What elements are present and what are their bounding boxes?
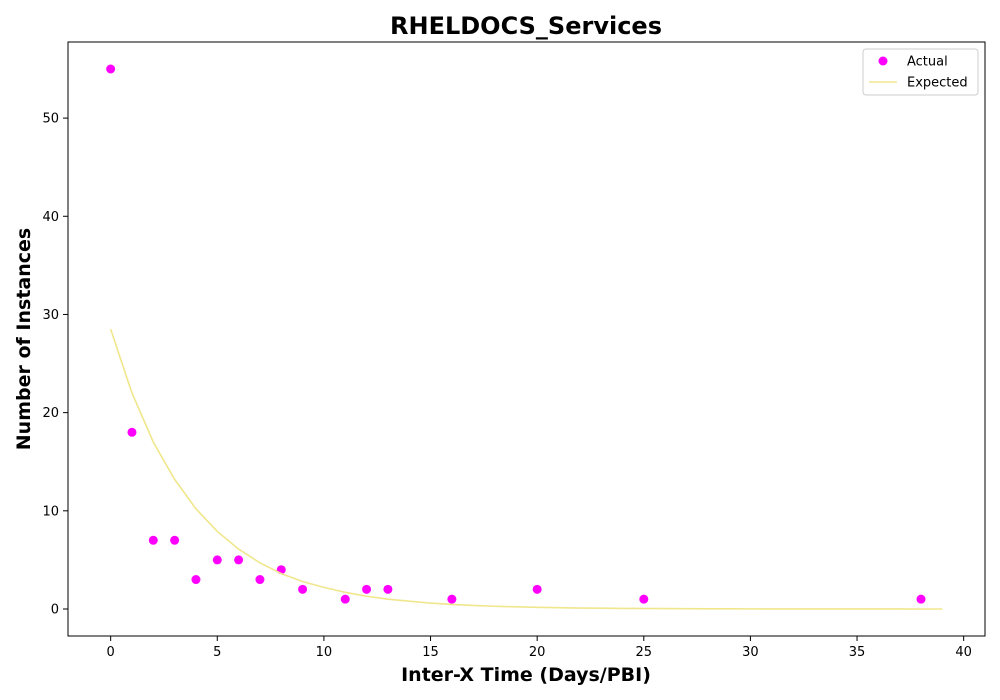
actual-point (170, 535, 180, 545)
actual-point (362, 584, 372, 594)
y-tick-label: 20 (42, 406, 59, 421)
legend: Actual Expected (862, 48, 979, 96)
actual-point (916, 594, 926, 604)
y-tick-label: 50 (42, 112, 59, 127)
y-tick-label: 30 (42, 308, 59, 323)
legend-actual-swatch (878, 56, 888, 66)
legend-box (862, 48, 979, 96)
x-tick-label: 10 (316, 645, 333, 660)
x-tick-label: 30 (742, 645, 759, 660)
x-tick-label: 0 (107, 645, 115, 660)
x-tick-label: 25 (636, 645, 653, 660)
x-tick-label: 15 (422, 645, 439, 660)
actual-point (148, 535, 158, 545)
x-tick-label: 35 (849, 645, 866, 660)
plot-layer: 0 5 10 15 20 25 30 35 40 0 10 20 30 40 50 (42, 41, 986, 660)
chart-title: RHELDOCS_Services (390, 12, 662, 40)
x-tick-label: 5 (213, 645, 221, 660)
actual-point (212, 555, 222, 565)
plot-frame (67, 41, 986, 637)
y-tick-label: 40 (42, 210, 59, 225)
y-axis-label: Number of Instances (13, 228, 35, 450)
actual-point (234, 555, 244, 565)
actual-point (191, 575, 201, 585)
actual-point (255, 575, 265, 585)
x-axis-label: Inter-X Time (Days/PBI) (401, 664, 651, 686)
expected-line (109, 328, 943, 610)
actual-point (298, 584, 308, 594)
actual-point (106, 64, 116, 74)
y-tick-label: 10 (42, 504, 59, 519)
x-tick-label: 40 (955, 645, 972, 660)
actual-point (532, 584, 542, 594)
x-tick-label: 20 (529, 645, 546, 660)
actual-point (447, 594, 457, 604)
y-tick-label: 0 (51, 603, 59, 618)
legend-label: Actual (907, 55, 948, 70)
legend-label: Expected (907, 76, 968, 91)
actual-point (127, 427, 137, 437)
actual-point (639, 594, 649, 604)
actual-point (383, 584, 393, 594)
actual-point (340, 594, 350, 604)
